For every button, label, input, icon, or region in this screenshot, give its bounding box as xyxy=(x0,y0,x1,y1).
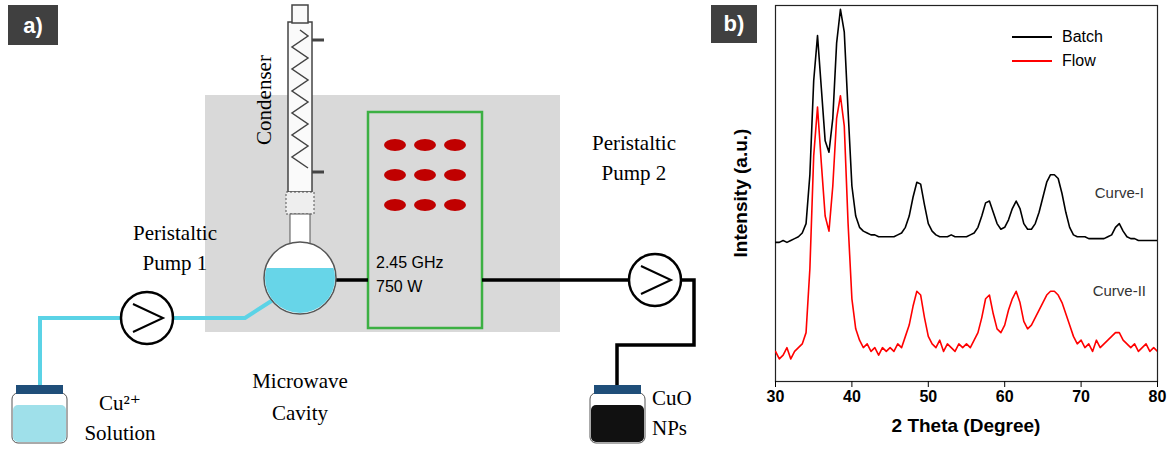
svg-text:30: 30 xyxy=(767,388,785,405)
svg-text:2.45 GHz: 2.45 GHz xyxy=(376,254,444,271)
html-text:Batch: Batch xyxy=(1062,28,1103,45)
svg-text:Cu²⁺: Cu²⁺ xyxy=(99,391,141,415)
svg-text:a): a) xyxy=(23,13,43,38)
html-text:b): b) xyxy=(723,11,745,36)
svg-text:750 W: 750 W xyxy=(376,278,423,295)
svg-text:50: 50 xyxy=(919,388,937,405)
html-text:2 Theta (Degree): 2 Theta (Degree) xyxy=(891,415,1041,436)
svg-text:Condenser: Condenser xyxy=(252,55,276,145)
svg-text:40: 40 xyxy=(843,388,861,405)
svg-text:NPs: NPs xyxy=(652,416,687,440)
svg-text:Peristaltic: Peristaltic xyxy=(133,221,217,245)
svg-text:70: 70 xyxy=(1072,388,1090,405)
svg-text:Cavity: Cavity xyxy=(272,401,328,425)
svg-text:Solution: Solution xyxy=(84,421,156,445)
html-text:Intensity (a.u.): Intensity (a.u.) xyxy=(730,128,751,258)
svg-text:Pump 1: Pump 1 xyxy=(143,251,208,275)
svg-text:60: 60 xyxy=(996,388,1014,405)
svg-text:Pump 2: Pump 2 xyxy=(602,161,667,185)
html-text:Flow: Flow xyxy=(1062,52,1096,69)
svg-text:CuO: CuO xyxy=(652,386,692,410)
svg-text:Curve-II: Curve-II xyxy=(1093,282,1146,299)
svg-text:Microwave: Microwave xyxy=(252,369,348,393)
svg-text:Peristaltic: Peristaltic xyxy=(592,131,676,155)
svg-text:80: 80 xyxy=(1149,388,1167,405)
svg-text:Curve-I: Curve-I xyxy=(1095,184,1144,201)
